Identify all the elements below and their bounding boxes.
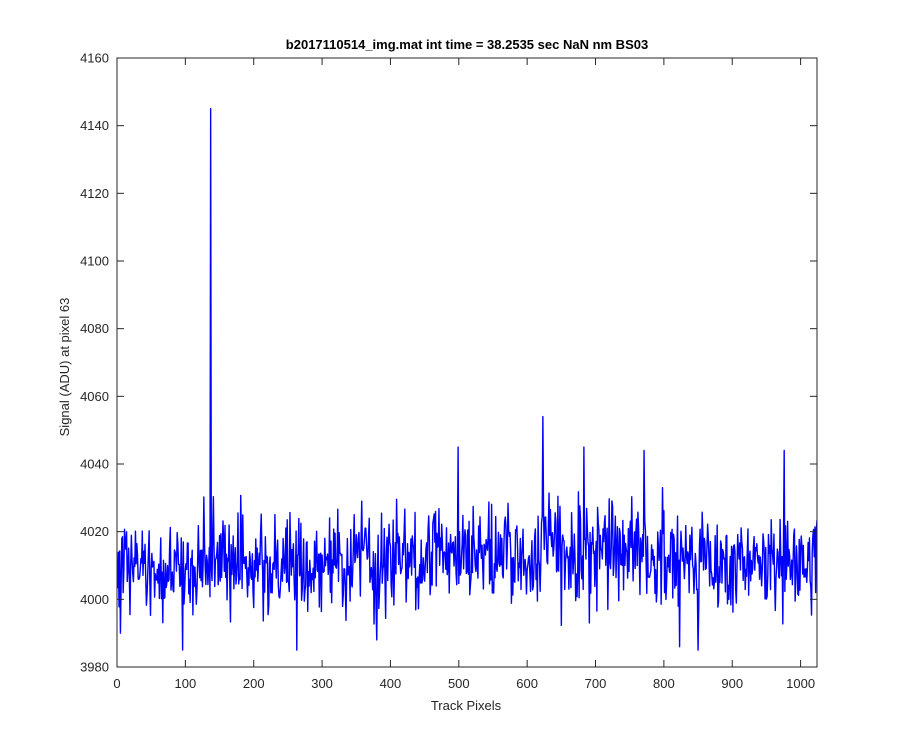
x-tick-label: 700 [585, 676, 607, 691]
x-axis-label: Track Pixels [431, 698, 502, 713]
chart-title: b2017110514_img.mat int time = 38.2535 s… [286, 37, 648, 52]
y-tick-label: 4060 [80, 389, 109, 404]
series-layer [117, 108, 817, 651]
tick-layer: 0 100 200 300 400 500 600 700 800 900 1000 3980 4000… [80, 51, 817, 691]
signal-series-line [117, 108, 817, 651]
y-tick-label: 4120 [80, 186, 109, 201]
axes-box [116, 57, 818, 668]
x-tick-label: 400 [380, 676, 402, 691]
x-tick-label: 800 [653, 676, 675, 691]
x-tick-label: 900 [721, 676, 743, 691]
x-tick-label: 600 [516, 676, 538, 691]
x-tick-label: 1000 [786, 676, 815, 691]
y-tick-label: 4160 [80, 51, 109, 66]
y-tick-label: 4000 [80, 592, 109, 607]
y-axis-label: Signal (ADU) at pixel 63 [57, 298, 72, 437]
x-tick-label: 200 [243, 676, 265, 691]
axes [116, 57, 818, 668]
x-tick-label: 500 [448, 676, 470, 691]
y-tick-label: 4100 [80, 254, 109, 269]
y-tick-label: 3980 [80, 660, 109, 675]
y-tick-label: 4140 [80, 118, 109, 133]
x-tick-label: 0 [113, 676, 120, 691]
x-tick-label: 100 [175, 676, 197, 691]
x-tick-label: 300 [311, 676, 333, 691]
y-tick-label: 4040 [80, 457, 109, 472]
y-tick-label: 4080 [80, 321, 109, 336]
y-tick-label: 4020 [80, 524, 109, 539]
